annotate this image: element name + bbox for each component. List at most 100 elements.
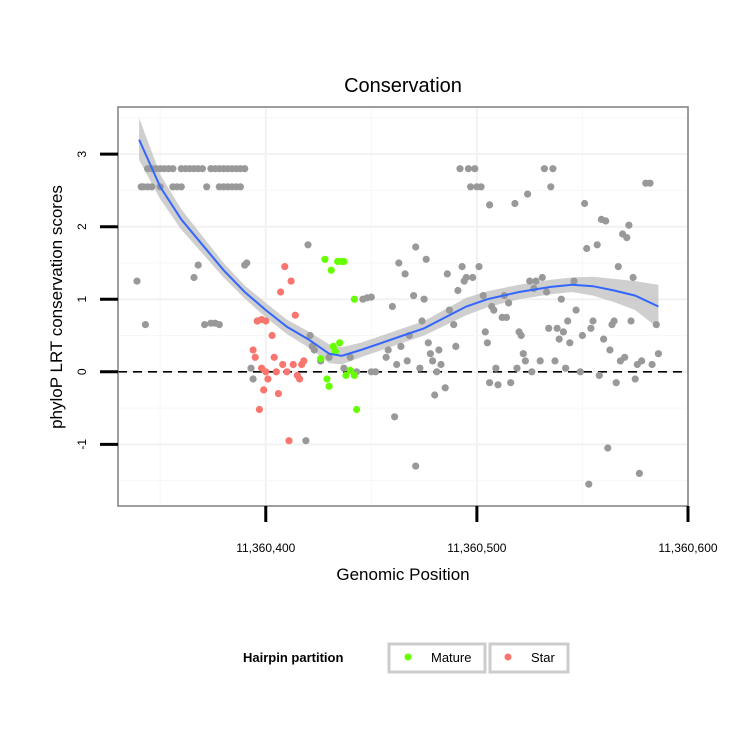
point-other (133, 277, 141, 285)
point-other (454, 286, 462, 295)
data-points (133, 165, 663, 488)
x-tick-label: 11,360,400 (236, 541, 295, 555)
point-other (325, 353, 333, 361)
point-other (602, 217, 610, 225)
point-other (549, 165, 557, 173)
point-other (635, 469, 644, 477)
point-star (274, 390, 282, 398)
point-other (481, 328, 489, 336)
point-other (519, 350, 527, 358)
point-mature (321, 255, 329, 263)
point-other (418, 317, 426, 325)
point-other (547, 183, 555, 191)
point-star (277, 288, 285, 296)
point-other (412, 462, 420, 470)
legend: Hairpin partition Mature Star (243, 642, 570, 674)
point-other (412, 243, 420, 251)
point-mature (325, 382, 333, 390)
point-other (306, 331, 314, 340)
y-tick-label: 2 (75, 223, 89, 230)
point-other (475, 263, 483, 271)
point-other (583, 244, 591, 253)
point-other (610, 317, 618, 325)
point-mature (336, 339, 344, 347)
point-other (595, 371, 603, 379)
point-other (536, 357, 544, 365)
point-other (433, 368, 441, 376)
point-other (521, 357, 530, 365)
point-other (570, 277, 578, 285)
point-other (532, 277, 540, 285)
point-other (236, 183, 244, 191)
point-star (249, 346, 257, 354)
point-other (462, 273, 470, 282)
y-tick-label: -1 (75, 439, 89, 450)
x-tick-label: 11,360,600 (658, 541, 717, 555)
point-other (511, 199, 519, 208)
point-other (340, 364, 348, 372)
point-star (262, 368, 270, 376)
point-other (241, 165, 249, 173)
point-other (445, 306, 453, 314)
plot-panel (118, 107, 688, 506)
point-star (281, 263, 289, 271)
point-mature (353, 405, 361, 414)
point-other (403, 357, 411, 365)
point-mature (350, 371, 358, 379)
legend-key-box-star (488, 642, 570, 674)
point-other (483, 339, 491, 347)
point-other (190, 273, 198, 282)
point-mature (340, 257, 348, 266)
point-other (424, 339, 432, 347)
point-other (201, 321, 209, 329)
point-other (477, 183, 485, 191)
point-other (566, 339, 574, 347)
point-other (169, 165, 177, 173)
point-other (464, 165, 472, 173)
point-other (426, 350, 434, 358)
point-star (251, 353, 259, 361)
legend-label-star: Star (531, 650, 556, 665)
legend-swatch-mature (404, 653, 412, 661)
point-other (486, 201, 494, 209)
point-other (397, 342, 405, 350)
point-other (507, 379, 515, 387)
point-other (194, 261, 202, 269)
y-tick-label: 0 (75, 368, 89, 375)
point-star (285, 437, 293, 445)
point-other (553, 324, 561, 332)
point-star (270, 353, 278, 361)
point-other (441, 384, 449, 392)
point-mature (346, 366, 354, 374)
x-tick-label: 11,360,500 (447, 541, 506, 555)
point-other (652, 321, 660, 329)
point-other (198, 165, 206, 173)
point-other (627, 317, 635, 325)
point-other (648, 360, 656, 369)
point-other (247, 364, 255, 372)
point-other (437, 360, 445, 369)
chart-title: Conservation (344, 75, 462, 97)
y-axis: -1 0 1 2 3 (75, 151, 118, 450)
point-other (631, 375, 639, 383)
point-star (279, 360, 287, 369)
point-other (177, 183, 185, 191)
point-mature (323, 375, 331, 383)
point-mature (327, 266, 335, 274)
point-other (486, 379, 494, 387)
point-star (262, 317, 270, 325)
point-star (287, 277, 295, 285)
point-star (264, 375, 272, 383)
point-other (517, 331, 525, 340)
point-other (215, 321, 223, 329)
point-other (604, 444, 612, 452)
point-other (600, 335, 608, 343)
legend-title: Hairpin partition (243, 650, 343, 665)
point-other (614, 263, 622, 271)
point-other (526, 277, 534, 285)
point-other (243, 259, 251, 267)
legend-swatch-star (504, 653, 512, 661)
point-other (393, 360, 401, 369)
y-tick-label: 3 (75, 151, 89, 158)
